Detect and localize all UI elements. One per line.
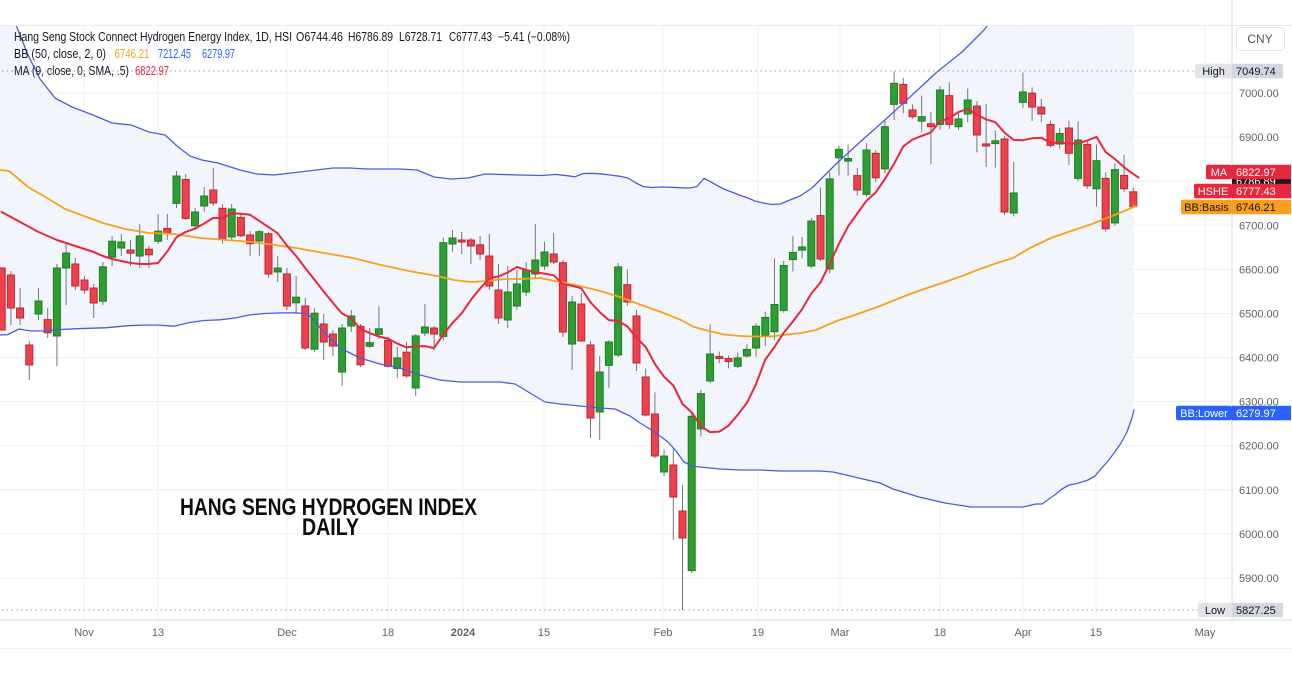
svg-text:Dec: Dec xyxy=(277,627,297,639)
svg-text:6822.97: 6822.97 xyxy=(135,64,169,78)
svg-text:6300.00: 6300.00 xyxy=(1239,397,1279,409)
svg-text:7049.74: 7049.74 xyxy=(1236,66,1276,78)
svg-text:6279.97: 6279.97 xyxy=(202,47,235,61)
svg-text:Nov: Nov xyxy=(74,627,94,639)
svg-text:19: 19 xyxy=(752,627,764,639)
svg-text:5827.25: 5827.25 xyxy=(1236,605,1276,617)
svg-text:Hang Seng Stock Connect Hydrog: Hang Seng Stock Connect Hydrogen Energy … xyxy=(14,30,292,44)
svg-text:5900.00: 5900.00 xyxy=(1239,573,1279,585)
svg-text:6777.43: 6777.43 xyxy=(1236,186,1276,198)
svg-text:Low: Low xyxy=(1205,605,1225,617)
svg-text:6100.00: 6100.00 xyxy=(1239,485,1279,497)
svg-text:6600.00: 6600.00 xyxy=(1239,264,1279,276)
svg-text:13: 13 xyxy=(152,627,164,639)
svg-text:15: 15 xyxy=(538,627,550,639)
svg-text:7212.45: 7212.45 xyxy=(158,47,191,61)
svg-text:7000.00: 7000.00 xyxy=(1239,88,1279,100)
svg-text:MA (9, close, 0, SMA, .5): MA (9, close, 0, SMA, .5) xyxy=(14,64,129,78)
svg-text:BB:Basis: BB:Basis xyxy=(1184,202,1229,214)
svg-text:May: May xyxy=(1195,627,1216,639)
svg-text:DAILY: DAILY xyxy=(302,514,359,541)
svg-text:6500.00: 6500.00 xyxy=(1239,309,1279,321)
svg-text:O6744.46: O6744.46 xyxy=(296,30,343,44)
svg-text:HANG SENG HYDROGEN INDEX: HANG SENG HYDROGEN INDEX xyxy=(180,494,478,521)
svg-text:6900.00: 6900.00 xyxy=(1239,132,1279,144)
svg-text:18: 18 xyxy=(934,627,946,639)
svg-text:6700.00: 6700.00 xyxy=(1239,220,1279,232)
svg-text:6746.21: 6746.21 xyxy=(1236,202,1276,214)
svg-text:6279.97: 6279.97 xyxy=(1236,408,1276,420)
svg-text:−5.41 (−0.08%): −5.41 (−0.08%) xyxy=(498,30,570,44)
svg-text:18: 18 xyxy=(382,627,394,639)
svg-text:H6786.89: H6786.89 xyxy=(348,30,393,44)
svg-text:Feb: Feb xyxy=(654,627,673,639)
svg-text:15: 15 xyxy=(1090,627,1102,639)
svg-text:6400.00: 6400.00 xyxy=(1239,353,1279,365)
svg-text:CNY: CNY xyxy=(1247,32,1272,46)
svg-text:Mar: Mar xyxy=(831,627,850,639)
svg-text:MA: MA xyxy=(1211,167,1228,179)
svg-text:6200.00: 6200.00 xyxy=(1239,441,1279,453)
svg-text:L6728.71: L6728.71 xyxy=(399,30,442,44)
svg-text:6000.00: 6000.00 xyxy=(1239,529,1279,541)
svg-text:BB (50, close, 2, 0): BB (50, close, 2, 0) xyxy=(14,47,106,61)
svg-text:C6777.43: C6777.43 xyxy=(449,30,492,44)
svg-text:HSHE: HSHE xyxy=(1198,186,1229,198)
svg-text:BB:Lower: BB:Lower xyxy=(1180,408,1228,420)
svg-text:2024: 2024 xyxy=(451,627,476,639)
svg-text:6746.21: 6746.21 xyxy=(115,47,150,61)
svg-text:High: High xyxy=(1202,66,1225,78)
svg-text:6822.97: 6822.97 xyxy=(1236,167,1276,179)
svg-text:Apr: Apr xyxy=(1014,627,1031,639)
